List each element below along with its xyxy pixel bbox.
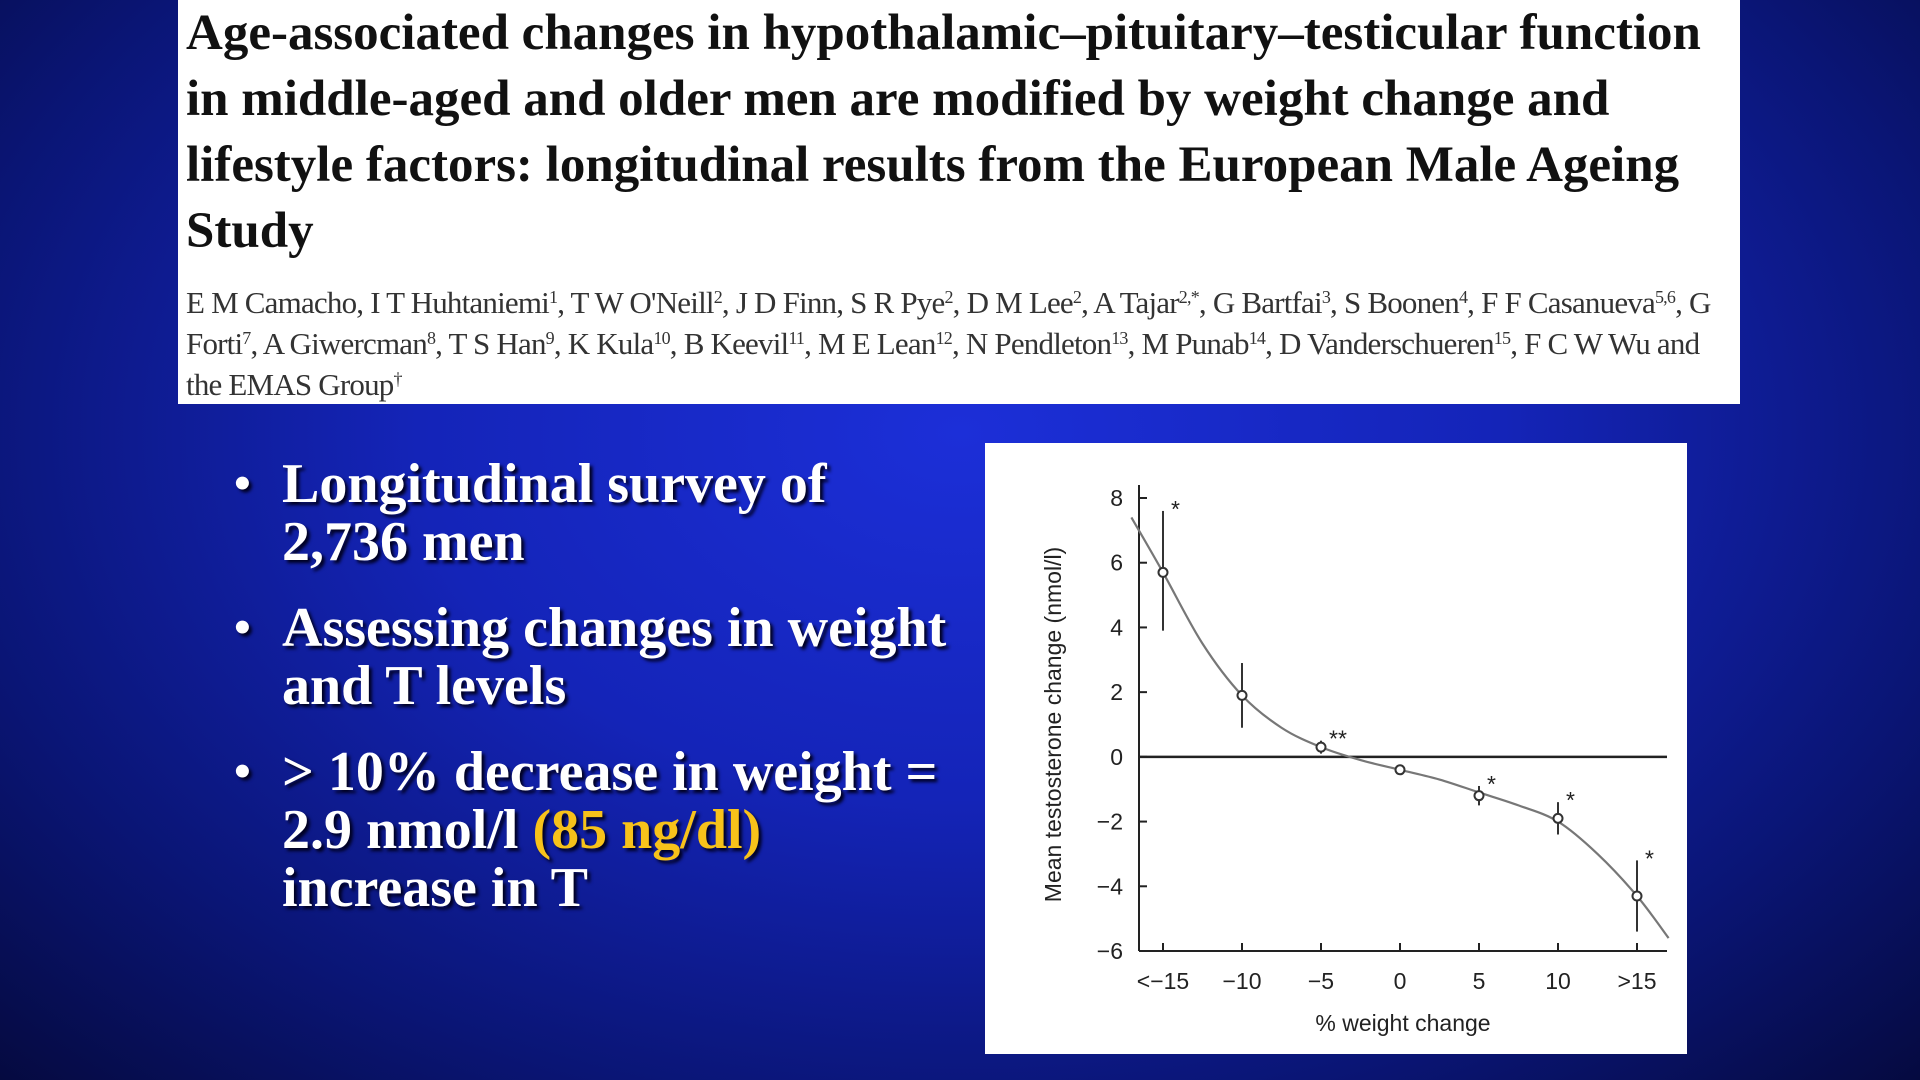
author-affiliation: 7 <box>242 328 251 348</box>
significance-marker: * <box>1566 787 1575 813</box>
bullet-text: Assessing changes in weight and T levels <box>282 597 947 717</box>
bullet-glyph: • <box>234 745 251 798</box>
author-name: D Vanderschueren <box>1279 326 1495 361</box>
author-affiliation: 4 <box>1458 287 1468 307</box>
x-tick-label: 10 <box>1545 968 1571 994</box>
paper-header: Age-associated changes in hypothalamic–p… <box>178 0 1740 404</box>
data-point <box>1552 812 1564 824</box>
author-affiliation: 13 <box>1111 328 1128 348</box>
author-name: M E Lean <box>818 326 936 361</box>
author-affiliation: 2 <box>944 287 953 307</box>
chart-panel: 8 6 4 2 0 −2 −4 −6 <−15 −10 −5 0 5 10 >15 % weight chan… <box>985 443 1687 1054</box>
y-tick-label: 8 <box>1110 485 1123 511</box>
author-name: G Bartfai <box>1212 285 1323 320</box>
data-point <box>1315 741 1327 753</box>
author-name: B Keevil <box>683 326 789 361</box>
author-name: I T Huhtaniemi <box>370 285 550 320</box>
author-name: T S Han <box>448 326 546 361</box>
author-affiliation: 12 <box>935 328 953 348</box>
author-affiliation: 2,* <box>1178 287 1200 307</box>
y-tick-label: 2 <box>1110 679 1123 705</box>
y-tick-label: 4 <box>1110 614 1123 640</box>
author-name: T W O'Neill <box>570 285 715 320</box>
data-point <box>1157 566 1169 578</box>
author-affiliation: 11 <box>788 328 805 348</box>
bullet-glyph: • <box>234 457 251 510</box>
bullet-list: • Longitudinal survey of 2,736 men • Ass… <box>230 455 960 945</box>
y-tick-label: 0 <box>1110 744 1123 770</box>
y-axis-label: Mean testosterone change (nmol/l) <box>1040 547 1066 902</box>
author-name: M Punab <box>1141 326 1250 361</box>
author-name: A Giwercman <box>262 326 428 361</box>
testosterone-chart: 8 6 4 2 0 −2 −4 −6 <−15 −10 −5 0 5 10 >15 % weight chan… <box>1040 485 1670 1036</box>
author-affiliation: 3 <box>1321 287 1331 307</box>
significance-marker: * <box>1171 496 1180 522</box>
author-name: K Kula <box>567 326 654 361</box>
author-name: F C W Wu and the EMAS Group <box>186 326 1700 402</box>
author-list: E M Camacho, I T Huhtaniemi1, T W O'Neil… <box>186 285 1711 402</box>
paper-title: Age-associated changes in hypothalamic–p… <box>186 5 1701 259</box>
author-name: N Pendleton <box>965 326 1112 361</box>
author-name: E M Camacho <box>186 285 357 320</box>
significance-marker: * <box>1487 771 1496 797</box>
bullet-item-survey: • Longitudinal survey of 2,736 men <box>230 455 960 571</box>
author-name: G Forti <box>186 285 1711 361</box>
x-axis-label: % weight change <box>1315 1010 1490 1036</box>
significance-marker: ** <box>1329 726 1347 752</box>
x-tick-label: 0 <box>1394 968 1407 994</box>
author-affiliation: 10 <box>653 328 670 348</box>
significance-marker: * <box>1645 845 1654 871</box>
x-tick-label: −5 <box>1308 968 1334 994</box>
bullet-text: Longitudinal survey of 2,736 men <box>282 453 827 573</box>
bullet-text: > 10% decrease in weight = 2.9 nmol/l <box>282 741 938 861</box>
author-name: S Boonen <box>1343 285 1460 320</box>
data-point <box>1394 764 1406 776</box>
author-name: J D Finn <box>735 285 837 320</box>
author-affiliation: 2 <box>1072 287 1082 307</box>
y-tick-label: −2 <box>1097 809 1123 835</box>
bullet-item-weight-decrease: • > 10% decrease in weight = 2.9 nmol/l … <box>230 743 960 917</box>
author-affiliation: 15 <box>1493 328 1511 348</box>
author-name: F F Casanueva <box>1481 285 1656 320</box>
x-tick-label: 5 <box>1473 968 1486 994</box>
author-name: D M Lee <box>966 285 1074 320</box>
author-affiliation: 9 <box>545 328 555 348</box>
fit-curve <box>1130 516 1670 939</box>
bullet-item-assessing: • Assessing changes in weight and T leve… <box>230 599 960 715</box>
y-tick-label: −6 <box>1097 938 1123 964</box>
author-affiliation: 5,6 <box>1654 287 1676 307</box>
author-affiliation: 2 <box>713 287 723 307</box>
highlight-text: (85 ng/dl) <box>532 799 762 861</box>
x-tick-label: >15 <box>1617 968 1656 994</box>
author-name: S R Pye <box>850 285 945 320</box>
author-affiliation: 1 <box>548 287 558 307</box>
x-tick-label: <−15 <box>1137 968 1189 994</box>
y-tick-label: 6 <box>1110 550 1123 576</box>
author-affiliation: † <box>393 369 403 389</box>
data-point <box>1631 890 1643 902</box>
data-point <box>1473 790 1485 802</box>
x-tick-label: −10 <box>1222 968 1261 994</box>
author-name: A Tajar <box>1093 285 1179 320</box>
data-point <box>1236 689 1248 701</box>
bullet-glyph: • <box>234 601 251 654</box>
bullet-text-end: increase in T <box>282 857 588 919</box>
y-tick-label: −4 <box>1097 873 1123 899</box>
author-affiliation: 8 <box>426 328 436 348</box>
author-affiliation: 14 <box>1248 328 1266 348</box>
